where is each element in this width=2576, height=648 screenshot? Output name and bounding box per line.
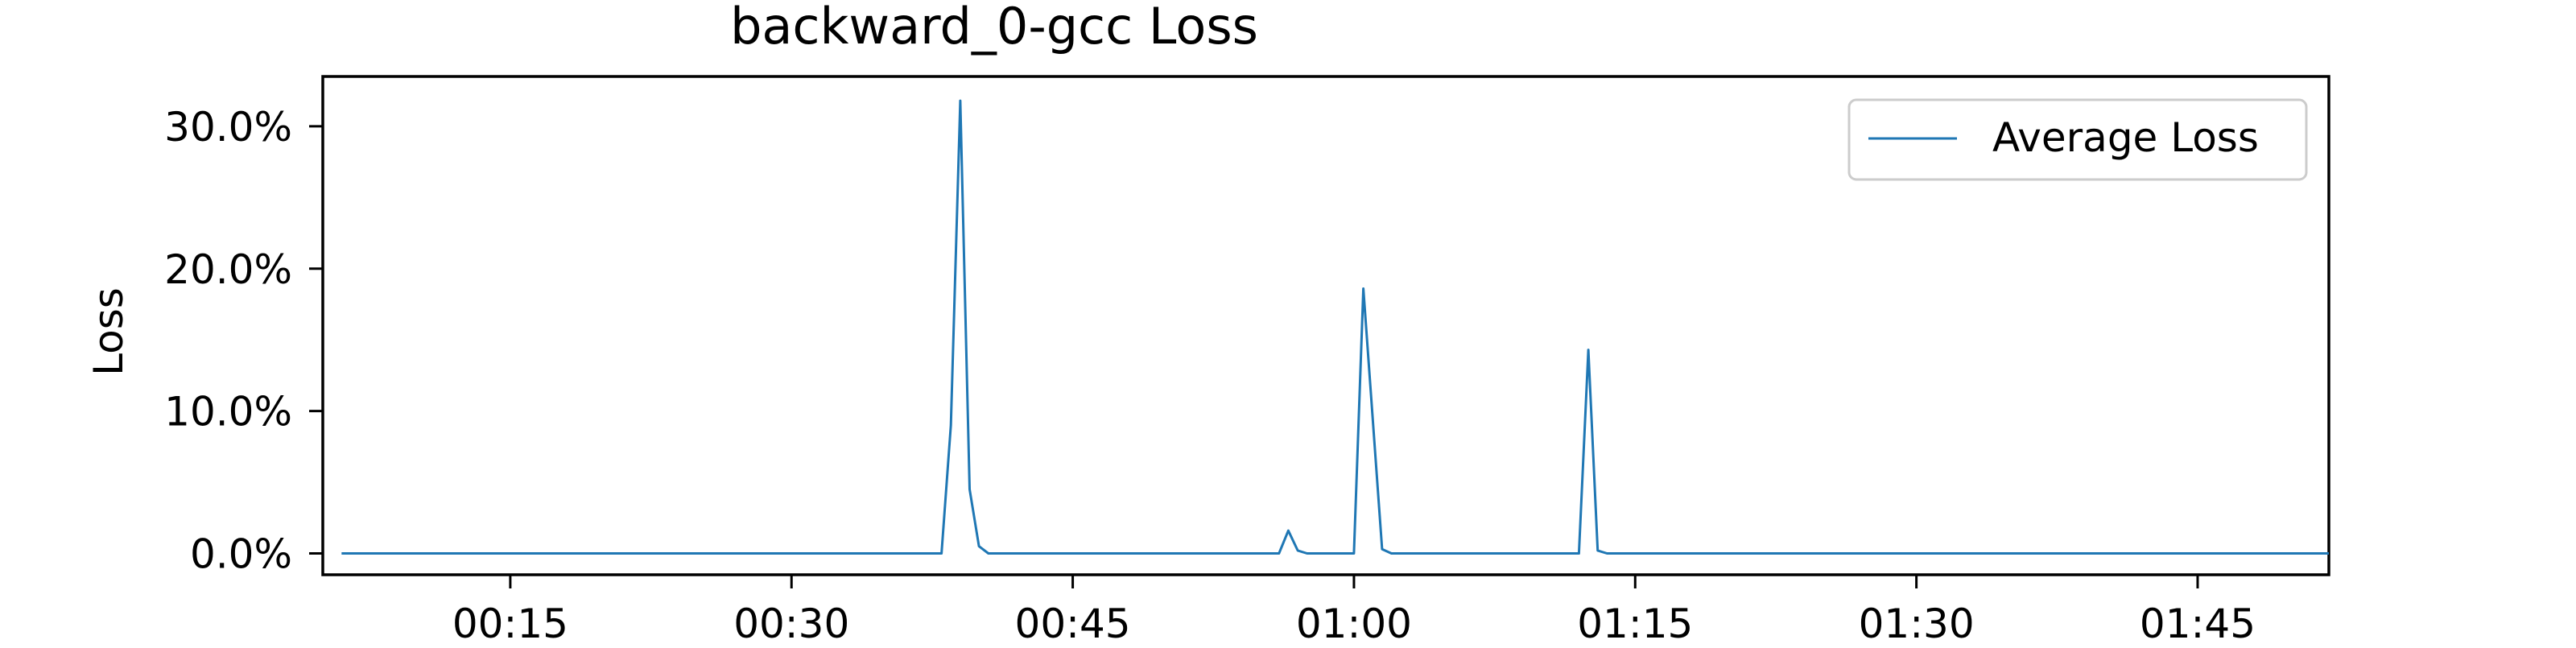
- y-tick-label: 20.0%: [164, 246, 292, 293]
- y-tick-label: 10.0%: [164, 389, 292, 435]
- x-tick-label: 00:15: [452, 601, 568, 644]
- legend: Average Loss: [1847, 98, 2308, 181]
- x-tick-label: 01:45: [2140, 601, 2256, 644]
- x-tick-label: 00:30: [733, 601, 849, 644]
- x-tick-label: 01:30: [1859, 601, 1975, 644]
- x-tick-label: 01:00: [1296, 601, 1412, 644]
- y-tick-label: 0.0%: [190, 530, 292, 577]
- x-tick-label: 00:45: [1015, 601, 1131, 644]
- plot-area: 0.0% 10.0% 20.0% 30.0% 00:15 00:30 00:45 01:00…: [164, 75, 2330, 647]
- y-ticks: 0.0% 10.0% 20.0% 30.0%: [164, 104, 323, 577]
- plot-frame: [321, 75, 2330, 576]
- chart-title: backward_0-gcc Loss: [730, 0, 1258, 56]
- legend-box: [1847, 98, 2308, 181]
- x-tick-label: 01:15: [1577, 601, 1693, 644]
- x-ticks: 00:15 00:30 00:45 01:00 01:15 01:30 01:45: [452, 575, 2256, 647]
- series-layer: [341, 99, 2329, 555]
- y-axis-label: Loss: [85, 287, 132, 376]
- y-tick-label: 30.0%: [164, 104, 292, 151]
- series-line-average-loss: [341, 99, 2329, 555]
- legend-entry: Average Loss: [1992, 114, 2259, 161]
